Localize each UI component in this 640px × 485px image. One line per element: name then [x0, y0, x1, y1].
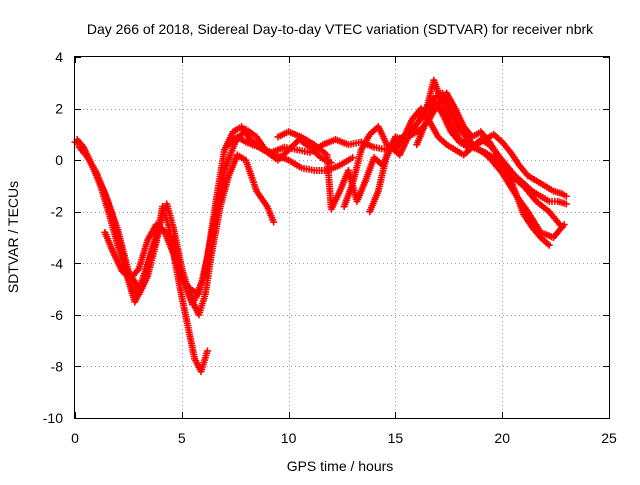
x-tick-label: 5 [178, 430, 186, 446]
x-axis-label: GPS time / hours [287, 458, 394, 474]
series-trace [414, 99, 568, 199]
y-tick-label: 2 [55, 101, 63, 117]
y-axis-label: SDTVAR / TECUs [5, 181, 21, 293]
y-tick-label: -10 [43, 410, 63, 426]
series-track-2 [73, 136, 278, 319]
axes: 0 5 10 15 20 25 -10 -8 -6 -4 -2 0 2 4 [43, 49, 617, 446]
series-track-9 [413, 97, 570, 200]
x-tick-label: 15 [388, 430, 404, 446]
series-trace [102, 124, 354, 297]
y-tick-label: 0 [55, 152, 63, 168]
y-tick-label: -4 [51, 255, 64, 271]
x-tick-label: 0 [71, 430, 79, 446]
series-track-4 [101, 123, 357, 298]
y-tick-label: -2 [51, 204, 64, 220]
plot-frame [74, 56, 610, 419]
x-tick-label: 10 [281, 430, 297, 446]
y-tick-label: -6 [51, 307, 64, 323]
series-trace [367, 91, 568, 214]
x-tick-label: 25 [601, 430, 617, 446]
x-tick-label: 20 [494, 430, 510, 446]
chart-title: Day 266 of 2018, Sidereal Day-to-day VTE… [87, 21, 594, 37]
y-tick-label: 4 [55, 49, 63, 65]
y-tick-label: -8 [51, 358, 64, 374]
data-points [71, 76, 570, 376]
